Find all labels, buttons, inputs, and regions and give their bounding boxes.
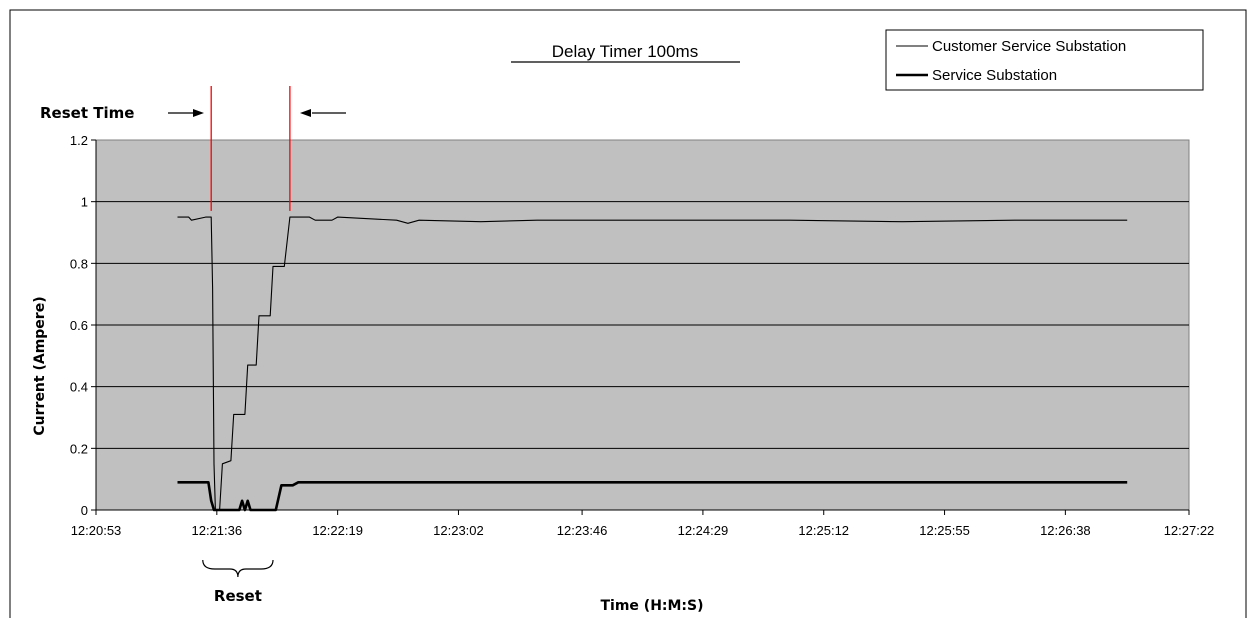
- chart-title: Delay Timer 100ms: [552, 42, 698, 61]
- y-tick-label: 0.6: [70, 318, 88, 333]
- x-tick-label: 12:25:55: [919, 523, 970, 538]
- x-tick-label: 12:23:02: [433, 523, 484, 538]
- gridlines: [96, 201, 1189, 449]
- x-tick-label: 12:22:19: [312, 523, 363, 538]
- y-tick-label: 0.8: [70, 256, 88, 271]
- x-axis: 12:20:53 12:21:36 12:22:19 12:23:02 12:23:46…: [71, 509, 1215, 538]
- annotation-markers: [210, 86, 291, 211]
- x-axis-title: Time (H:M:S): [600, 598, 703, 614]
- y-axis-title: Current (Ampere): [32, 296, 48, 435]
- x-tick-label: 12:25:12: [798, 523, 849, 538]
- y-tick-label: 0.2: [70, 441, 88, 456]
- reset-brace: [202, 559, 274, 578]
- x-tick-label: 12:27:22: [1164, 523, 1215, 538]
- x-tick-label: 12:20:53: [71, 523, 122, 538]
- x-tick-label: 12:26:38: [1040, 523, 1091, 538]
- y-tick-label: 0: [81, 503, 88, 518]
- reset-time-right-arrow: [300, 109, 346, 117]
- series-line-customer-service-substation: [177, 216, 1128, 511]
- x-tick-label: 12:21:36: [192, 523, 243, 538]
- reset-time-left-arrow: [168, 109, 204, 117]
- legend-label-customer-service-substation: Customer Service Substation: [932, 38, 1126, 55]
- series-lines: [177, 216, 1128, 512]
- reset-label: Reset: [214, 587, 262, 605]
- y-tick-label: 1.2: [70, 133, 88, 148]
- y-tick-label: 0.4: [70, 380, 88, 395]
- x-tick-label: 12:24:29: [678, 523, 729, 538]
- y-tick-label: 1: [81, 195, 88, 210]
- y-axis: 0 0.2 0.4 0.6 0.8 1 1.2: [70, 133, 97, 518]
- legend: Customer Service Substation Service Subs…: [885, 29, 1204, 91]
- legend-label-service-substation: Service Substation: [932, 67, 1057, 84]
- reset-time-label: Reset Time: [40, 104, 134, 122]
- series-line-service-substation: [177, 481, 1128, 512]
- legend-box: [885, 29, 1204, 91]
- x-tick-label: 12:23:46: [557, 523, 608, 538]
